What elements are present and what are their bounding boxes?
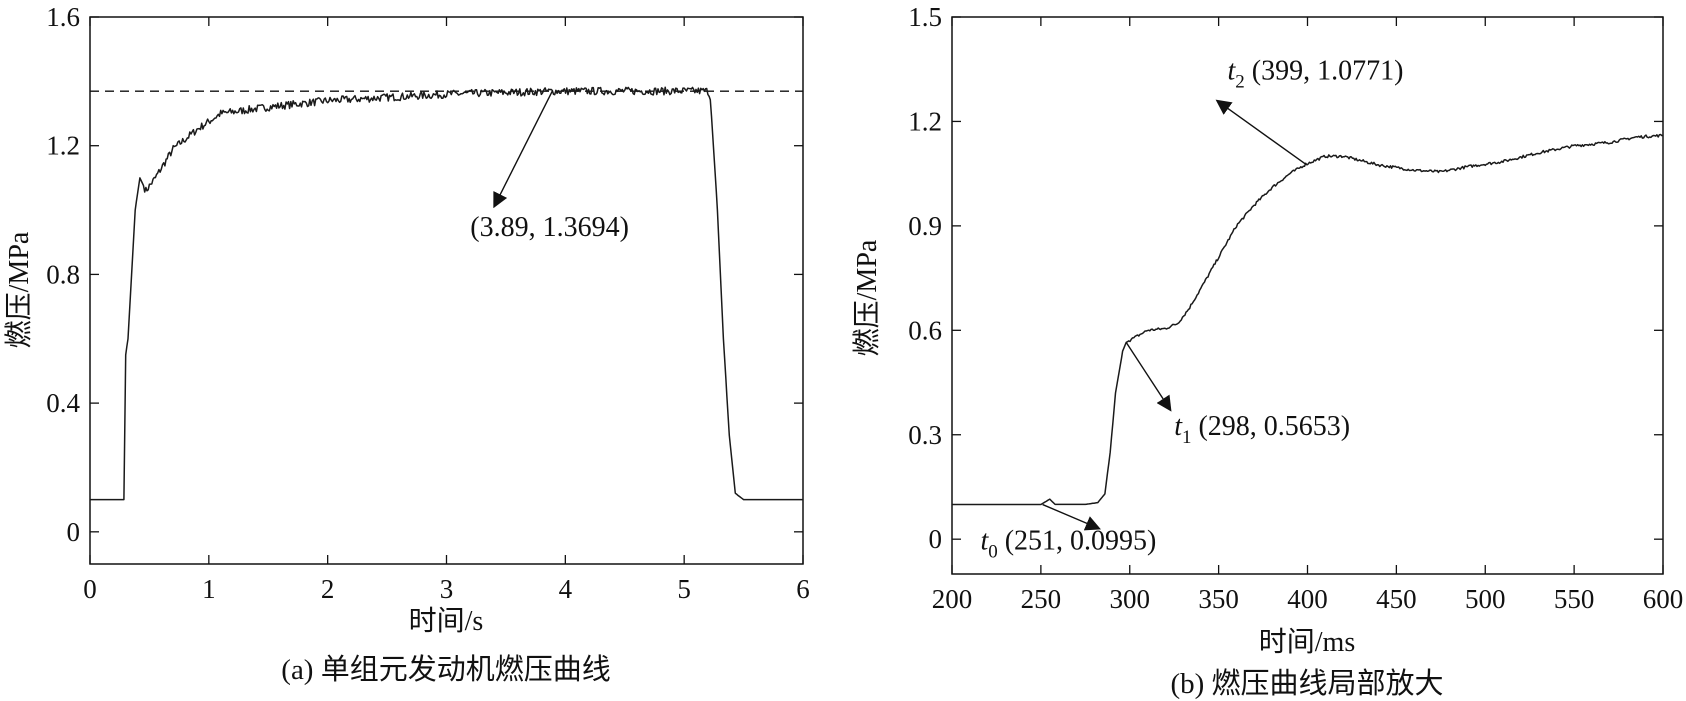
- annotation-value: (251, 0.0995): [998, 526, 1157, 557]
- panel-b-x-tick-labels: 200 250 300 350 400 450 500 550 600: [932, 584, 1684, 614]
- y-tick-label: 0.6: [908, 315, 942, 345]
- panel-a-annotation-label: (3.89, 1.3694): [470, 212, 629, 243]
- y-tick-label: 1.2: [908, 106, 942, 136]
- annotation-arrow-t1: [1125, 342, 1172, 412]
- x-tick-label: 1: [202, 574, 216, 604]
- panel-b-pressure-curve: [952, 133, 1664, 506]
- x-tick-label: 350: [1198, 584, 1239, 614]
- annotation-symbol: t: [980, 526, 989, 557]
- panel-a-annotation-arrow: [493, 90, 553, 209]
- annotation-arrow-t0: [1042, 503, 1101, 531]
- panel-b-y-tick-labels: 0 0.3 0.6 0.9 1.2 1.5: [908, 2, 942, 554]
- x-tick-label: 2: [321, 574, 335, 604]
- x-tick-label: 6: [796, 574, 810, 604]
- panel-b-plot-frame: [951, 16, 1664, 575]
- panel-a-gridless-axes: 0 1 2 3 4 5 6 0 0.4 0.8 1.2 1.6: [46, 2, 810, 604]
- panel-a-y-tick-labels: 0 0.4 0.8 1.2 1.6: [46, 2, 80, 547]
- x-tick-label: 4: [559, 574, 573, 604]
- x-tick-label: 450: [1376, 584, 1417, 614]
- panel-a-y-axis-label: 燃压/MPa: [3, 231, 35, 348]
- annotation-symbol: t: [1228, 56, 1237, 87]
- annotation-subscript: 2: [1235, 72, 1245, 93]
- panel-a-x-tick-labels: 0 1 2 3 4 5 6: [83, 574, 810, 604]
- panel-b-x-axis-label: 时间/ms: [1259, 626, 1355, 658]
- y-tick-label: 0: [67, 517, 81, 547]
- x-tick-label: 0: [83, 574, 97, 604]
- annotation-symbol: t: [1174, 411, 1183, 442]
- annotation-label-t1: t1 (298, 0.5653): [1174, 411, 1350, 448]
- x-tick-label: 400: [1287, 584, 1328, 614]
- panel-b-x-ticks: [951, 17, 1664, 574]
- x-tick-label: 600: [1643, 584, 1684, 614]
- y-tick-label: 0: [929, 524, 943, 554]
- panel-b-caption: (b) 燃压曲线局部放大: [1170, 667, 1443, 700]
- y-tick-label: 0.9: [908, 211, 942, 241]
- panel-b: 200 250 300 350 400 450 500 550 600 0 0.3 0.6 0.9 1.…: [851, 2, 1683, 700]
- y-tick-label: 0.4: [46, 388, 80, 418]
- y-tick-label: 0.3: [908, 420, 942, 450]
- x-tick-label: 5: [677, 574, 691, 604]
- annotation-value: (399, 1.0771): [1245, 56, 1404, 87]
- panel-b-y-axis-label: 燃压/MPa: [851, 239, 883, 356]
- x-tick-label: 300: [1110, 584, 1151, 614]
- x-tick-label: 500: [1465, 584, 1506, 614]
- panel-a-x-axis-label: 时间/s: [409, 605, 484, 637]
- panel-a-x-ticks: [89, 17, 804, 564]
- panel-a: 0 1 2 3 4 5 6 0 0.4 0.8 1.2 1.6 (3.89, 1.3694) 时间/…: [3, 2, 810, 686]
- x-tick-label: 200: [932, 584, 973, 614]
- annotation-subscript: 0: [988, 542, 998, 563]
- x-tick-label: 250: [1021, 584, 1062, 614]
- x-tick-label: 3: [440, 574, 454, 604]
- panel-b-gridless-axes: 200 250 300 350 400 450 500 550 600 0 0.3 0.6 0.9 1.…: [908, 2, 1683, 614]
- panel-a-pressure-curve: [90, 86, 803, 501]
- annotation-label-t2: t2 (399, 1.0771): [1228, 56, 1404, 93]
- y-tick-label: 1.6: [46, 2, 80, 32]
- annotation-subscript: 1: [1182, 427, 1192, 448]
- panel-b-annotations: t2 (399, 1.0771)t1 (298, 0.5653)t0 (251,…: [980, 56, 1403, 563]
- annotation-label-t0: t0 (251, 0.0995): [980, 526, 1156, 563]
- panel-b-y-ticks: [952, 16, 1663, 540]
- y-tick-label: 1.5: [908, 2, 942, 32]
- annotation-value: (298, 0.5653): [1191, 411, 1350, 442]
- panel-a-plot-frame: [89, 16, 804, 565]
- annotation-arrow-t2: [1215, 99, 1307, 165]
- panel-a-caption: (a) 单组元发动机燃压曲线: [281, 653, 610, 686]
- panel-a-y-ticks: [90, 16, 803, 533]
- y-tick-label: 1.2: [46, 131, 80, 161]
- y-tick-label: 0.8: [46, 259, 80, 289]
- x-tick-label: 550: [1554, 584, 1595, 614]
